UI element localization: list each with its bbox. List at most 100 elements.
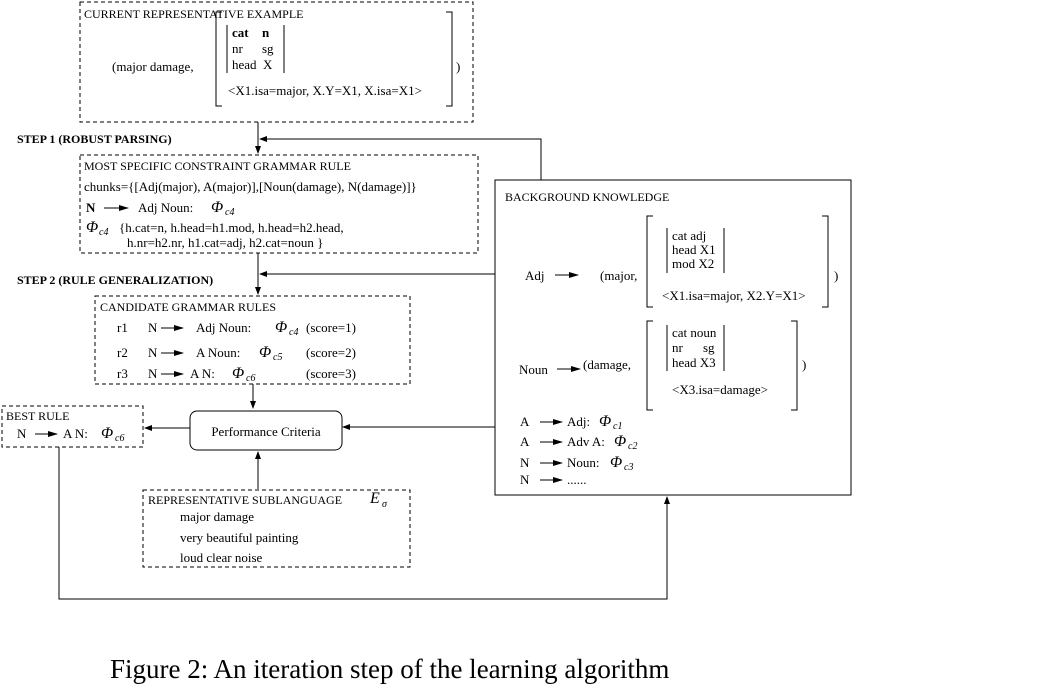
sublanguage-example-2: very beautiful painting [180,530,299,545]
bk-rule-2-rhs: Adv A: [567,434,605,449]
r1-id: r1 [117,320,128,335]
r2-phi-sub: c5 [273,352,282,363]
r2-id: r2 [117,345,128,360]
bk-adj-entry: Adj (major, cat adj head X1 mod X2 <X1.i… [525,215,838,308]
candidate-rules-box: CANDIDATE GRAMMAR RULES r1 N Adj Noun: Φ… [94,295,411,385]
bk-noun-semantics: <X3.isa=damage> [672,382,768,397]
current-example-semantics: <X1.isa=major, X.Y=X1, X.isa=X1> [228,83,422,98]
bk-noun-bracket-right [791,320,798,411]
sublanguage-symbol: E [369,490,380,507]
current-example-box: CURRENT REPRESENTATIVE EXAMPLE (major da… [79,1,474,123]
bk-rule-4-rhs: ...... [567,472,587,487]
best-rule-title: BEST RULE [6,409,69,423]
bk-adj-semantics: <X1.isa=major, X2.Y=X1> [662,288,806,303]
r3-lhs: N [148,366,158,381]
sublanguage-example-1: major damage [180,509,254,524]
bk-noun-fs-2-attr: nr [672,340,684,355]
step2-label: STEP 2 (RULE GENERALIZATION) [17,273,213,287]
r3-phi-sub: c6 [246,373,255,384]
ms-rule-phi-sub: c4 [225,207,234,218]
outer-bracket-right [446,11,453,107]
r2-score: (score=2) [306,345,356,360]
current-example-title: CURRENT REPRESENTATIVE EXAMPLE [84,7,304,21]
candidate-rule-r2: r2 N A Noun: Φ c5 (score=2) [117,344,356,363]
bk-adj-bracket-right [822,215,829,308]
bk-adj-fs-1: cat adj [672,228,706,243]
ms-constraints-line1: {h.cat=n, h.head=h1.mod, h.head=h2.head, [119,220,344,235]
r3-id: r3 [117,366,128,381]
background-knowledge-box: BACKGROUND KNOWLEDGE Adj (major, cat adj… [494,179,852,496]
bk-noun-bracket-left [646,320,653,411]
background-title: BACKGROUND KNOWLEDGE [505,190,669,204]
bk-adj-fs-3: mod X2 [672,256,714,271]
r1-score: (score=1) [306,320,356,335]
performance-criteria-box: Performance Criteria [189,410,343,451]
bk-rule-1-phi: Φ [599,413,611,430]
r3-rhs: A N: [190,366,215,381]
bk-noun-close: ) [802,357,806,372]
most-specific-rule-box: MOST SPECIFIC CONSTRAINT GRAMMAR RULE ch… [79,154,479,254]
fs-val-head: X [263,57,273,72]
best-rule-phi-sub: c6 [115,433,124,444]
ms-rule-phi: Φ [211,199,223,216]
bk-adj-open: (major, [600,268,637,283]
r2-rhs: A Noun: [196,345,240,360]
bk-rule-3-sub: c3 [624,462,633,473]
arrow-background-to-step1 [259,136,542,180]
best-rule-phi: Φ [101,425,113,442]
r3-score: (score=3) [306,366,356,381]
bk-noun-entry: Noun (damage, cat noun nr sg head X3 <X3… [519,320,806,411]
sublanguage-title: REPRESENTATIVE SUBLANGUAGE [148,493,342,507]
bk-rule-4: N ...... [520,472,587,487]
bk-adj-fs-2: head X1 [672,242,716,257]
outer-bracket-left [215,11,222,107]
sublanguage-box: REPRESENTATIVE SUBLANGUAGE E σ major dam… [142,489,411,568]
bk-rule-3-lhs: N [520,455,530,470]
bk-rule-3-phi: Φ [610,454,622,471]
r1-rhs: Adj Noun: [196,320,251,335]
most-specific-title: MOST SPECIFIC CONSTRAINT GRAMMAR RULE [84,159,351,173]
bk-rule-1-rhs: Adj: [567,414,590,429]
candidate-rule-r1: r1 N Adj Noun: Φ c4 (score=1) [117,319,356,338]
bk-rule-2-sub: c2 [628,441,637,452]
step1-label: STEP 1 (ROBUST PARSING) [17,132,172,146]
bk-rule-1: A Adj: Φ c1 [520,413,622,432]
performance-label: Performance Criteria [211,424,321,439]
fs-val-nr: sg [262,41,274,56]
bk-noun-fs-1: cat noun [672,325,717,340]
sublanguage-symbol-sub: σ [382,499,388,510]
ms-rule-lhs: N [86,200,96,215]
bk-rule-3-rhs: Noun: [567,455,600,470]
bk-rule-1-lhs: A [520,414,530,429]
r1-lhs: N [148,320,158,335]
r3-phi: Φ [232,365,244,382]
ms-constraints-line2: h.nr=h2.nr, h1.cat=adj, h2.cat=noun } [127,235,323,250]
bk-rule-2: A Adv A: Φ c2 [520,433,637,452]
ms-constraint-phi: Φ [86,219,98,236]
arrow-best-rule-feedback [58,447,670,600]
best-rule-box: BEST RULE N A N: Φ c6 [1,405,144,448]
fs-attr-nr: nr [232,41,244,56]
r1-phi-sub: c4 [289,327,298,338]
best-rule-lhs: N [17,426,27,441]
bk-rule-2-phi: Φ [614,433,626,450]
r2-lhs: N [148,345,158,360]
fs-val-cat: n [262,25,270,40]
bk-rule-1-sub: c1 [613,421,622,432]
candidate-rule-r3: r3 N A N: Φ c6 (score=3) [117,365,356,384]
bk-rule-3: N Noun: Φ c3 [520,454,633,473]
bk-noun-fs-3: head X3 [672,355,716,370]
r1-phi: Φ [275,319,287,336]
sublanguage-example-3: loud clear noise [180,550,263,565]
fs-attr-cat: cat [232,25,249,40]
bk-noun-fs-2-val: sg [703,340,715,355]
fs-attr-head: head [232,57,257,72]
best-rule-rhs: A N: [63,426,88,441]
bk-adj-bracket-left [646,215,653,308]
candidates-title: CANDIDATE GRAMMAR RULES [100,300,276,314]
chunks-text: chunks={[Adj(major), A(major)],[Noun(dam… [84,179,417,194]
bk-rule-2-lhs: A [520,434,530,449]
ms-rule-rhs: Adj Noun: [138,200,193,215]
bk-adj-close: ) [834,268,838,283]
